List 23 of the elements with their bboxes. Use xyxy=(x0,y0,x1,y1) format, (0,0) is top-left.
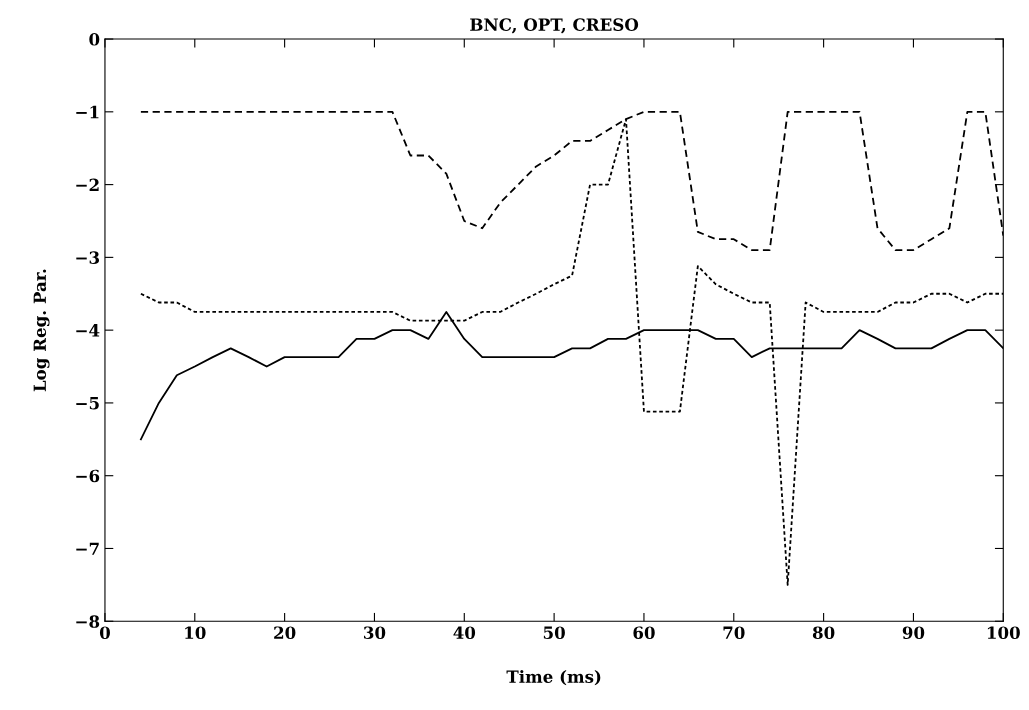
x-tick-label: 50 xyxy=(543,626,565,640)
y-tick-label: −7 xyxy=(76,542,99,555)
x-tick-label: 40 xyxy=(453,626,476,640)
x-tick-label: 60 xyxy=(633,626,655,640)
y-tick-label: −6 xyxy=(76,469,100,483)
y-tick-label: −5 xyxy=(76,397,99,410)
y-tick-label: −3 xyxy=(76,251,100,264)
y-axis-title: Log Reg. Par. xyxy=(33,269,50,392)
chart-title: BNC, OPT, CRESO xyxy=(470,18,639,34)
y-tick-label: −4 xyxy=(76,324,100,337)
y-tick-label: −1 xyxy=(76,105,99,119)
x-tick-label: 30 xyxy=(364,626,386,640)
x-tick-label: 80 xyxy=(812,626,835,640)
x-tick-label: 100 xyxy=(987,626,1020,640)
x-tick-label: 70 xyxy=(723,626,745,640)
x-tick-label: 0 xyxy=(99,626,110,640)
x-axis-title: Time (ms) xyxy=(506,670,601,686)
y-tick-label: 0 xyxy=(89,33,100,46)
y-tick-label: −8 xyxy=(76,615,100,628)
x-tick-label: 10 xyxy=(185,626,206,640)
y-tick-label: −2 xyxy=(76,178,99,191)
x-tick-label: 20 xyxy=(274,626,296,640)
x-tick-label: 90 xyxy=(902,626,925,640)
